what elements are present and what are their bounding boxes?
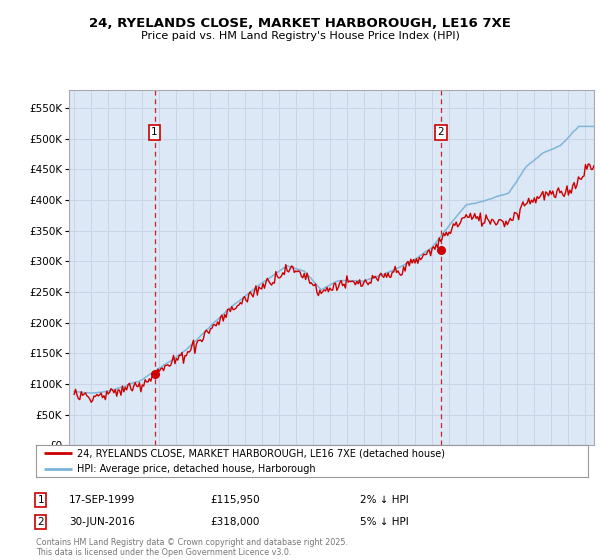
Text: 24, RYELANDS CLOSE, MARKET HARBOROUGH, LE16 7XE: 24, RYELANDS CLOSE, MARKET HARBOROUGH, L…	[89, 17, 511, 30]
Text: 1: 1	[37, 495, 44, 505]
Text: Contains HM Land Registry data © Crown copyright and database right 2025.
This d: Contains HM Land Registry data © Crown c…	[36, 538, 348, 557]
Text: HPI: Average price, detached house, Harborough: HPI: Average price, detached house, Harb…	[77, 464, 316, 474]
Text: 5% ↓ HPI: 5% ↓ HPI	[360, 517, 409, 527]
Text: 2% ↓ HPI: 2% ↓ HPI	[360, 495, 409, 505]
Text: 17-SEP-1999: 17-SEP-1999	[69, 495, 136, 505]
Text: £318,000: £318,000	[210, 517, 259, 527]
Text: 1: 1	[151, 127, 158, 137]
Text: 2: 2	[37, 517, 44, 527]
Text: 2: 2	[437, 127, 444, 137]
Text: 24, RYELANDS CLOSE, MARKET HARBOROUGH, LE16 7XE (detached house): 24, RYELANDS CLOSE, MARKET HARBOROUGH, L…	[77, 449, 445, 459]
Text: Price paid vs. HM Land Registry's House Price Index (HPI): Price paid vs. HM Land Registry's House …	[140, 31, 460, 41]
Text: 30-JUN-2016: 30-JUN-2016	[69, 517, 135, 527]
Text: £115,950: £115,950	[210, 495, 260, 505]
